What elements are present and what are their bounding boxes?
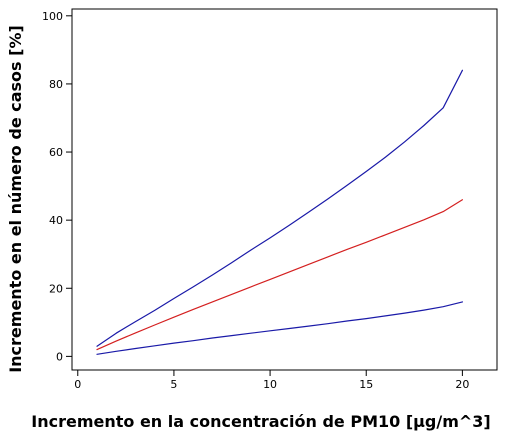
series-line-3 bbox=[96, 301, 463, 355]
y-tick-label: 80 bbox=[49, 78, 63, 91]
plot-frame bbox=[71, 8, 498, 371]
x-axis: 0 5 10 15 20 bbox=[74, 370, 469, 391]
y-tick-label: 100 bbox=[42, 10, 63, 23]
x-tick-label: 15 bbox=[359, 378, 373, 391]
series-layer bbox=[96, 69, 463, 355]
y-tick-label: 40 bbox=[49, 214, 63, 227]
y-tick-label: 60 bbox=[49, 146, 63, 159]
series-line-1 bbox=[96, 69, 463, 347]
x-axis-title: Incremento en la concentración de PM10 [… bbox=[31, 412, 490, 431]
x-tick-label: 0 bbox=[74, 378, 81, 391]
x-tick-label: 10 bbox=[263, 378, 277, 391]
x-tick-label: 20 bbox=[455, 378, 469, 391]
y-axis-title: Incremento en el número de casos [%] bbox=[6, 25, 25, 373]
x-tick-label: 5 bbox=[170, 378, 177, 391]
y-axis: 0 20 40 60 80 100 bbox=[42, 10, 72, 363]
plot-area bbox=[71, 8, 498, 371]
series-line-2 bbox=[96, 199, 463, 351]
y-tick-label: 20 bbox=[49, 282, 63, 295]
y-tick-label: 0 bbox=[56, 350, 63, 363]
